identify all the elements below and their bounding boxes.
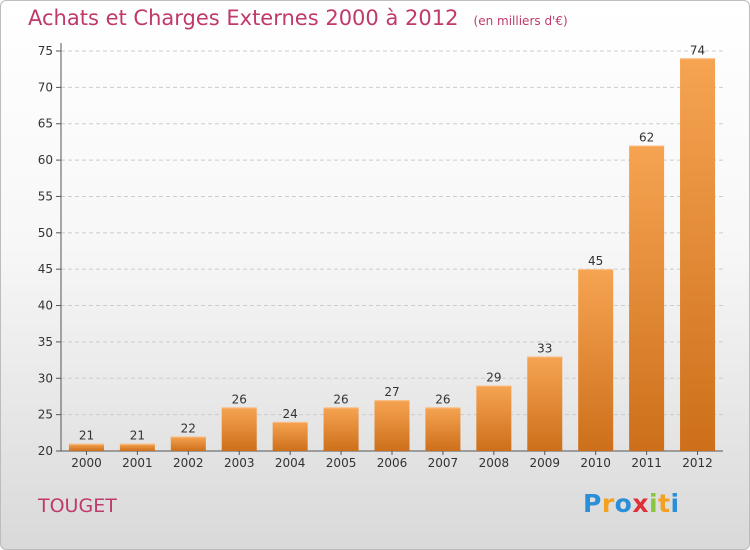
bar: [68, 443, 104, 451]
logo-letter: i: [670, 489, 680, 518]
axis-layer: 20 25 30 35 40 45 50 55 60 65 70 75: [38, 43, 723, 458]
x-tick-label: 2008: [479, 456, 510, 470]
value-label: 29: [486, 371, 501, 385]
logo-letter: r: [601, 489, 615, 518]
bar: [629, 145, 665, 451]
value-label: 27: [384, 385, 399, 399]
bar: [527, 356, 563, 451]
x-tick-label: 2002: [173, 456, 204, 470]
chart-title: Achats et Charges Externes 2000 à 2012 (…: [28, 6, 568, 30]
bar: [170, 436, 206, 451]
value-label: 21: [79, 429, 94, 443]
value-label: 26: [435, 392, 450, 406]
y-tick-label: 50: [38, 226, 53, 240]
x-tick-label: 2004: [275, 456, 306, 470]
y-tick-label: 20: [38, 444, 53, 458]
y-tick-label: 55: [38, 189, 53, 203]
bar: [323, 407, 359, 451]
bar: [374, 400, 410, 451]
y-tick-label: 65: [38, 117, 53, 131]
x-tick-label: 2011: [631, 456, 662, 470]
chart-unit-note: (en milliers d'€): [473, 14, 568, 28]
x-tick-label: 2005: [326, 456, 357, 470]
value-label: 26: [232, 392, 247, 406]
bar: [425, 407, 461, 451]
commune-name: TOUGET: [38, 495, 117, 517]
label-layer: 21 2000 21 2001 22 2002 26 2003 24 2004 26 2005 27 20…: [71, 43, 713, 470]
logo-letter: o: [614, 489, 633, 518]
logo-letter: P: [583, 489, 602, 518]
y-tick-label: 60: [38, 153, 53, 167]
value-label: 74: [690, 43, 705, 57]
logo-letter: i: [649, 489, 659, 518]
bar: [272, 421, 308, 451]
bar: [221, 407, 257, 451]
x-tick-label: 2007: [428, 456, 459, 470]
y-tick-label: 25: [38, 408, 53, 422]
bar-layer: [68, 58, 716, 451]
y-tick-label: 75: [38, 44, 53, 58]
y-tick-label: 45: [38, 262, 53, 276]
y-tick-label: 35: [38, 335, 53, 349]
bar: [680, 58, 716, 451]
x-tick-label: 2010: [580, 456, 611, 470]
bar: [578, 269, 614, 451]
value-label: 33: [537, 341, 552, 355]
proxiti-logo: Proxiti: [583, 489, 680, 518]
x-tick-label: 2009: [529, 456, 560, 470]
value-label: 24: [283, 407, 298, 421]
value-label: 45: [588, 254, 603, 268]
y-tick-label: 40: [38, 299, 53, 313]
x-tick-label: 2001: [122, 456, 153, 470]
x-tick-label: 2012: [682, 456, 713, 470]
x-tick-label: 2000: [71, 456, 102, 470]
chart-title-main: Achats et Charges Externes 2000 à 2012: [28, 6, 459, 30]
bar: [119, 443, 155, 451]
value-label: 26: [333, 392, 348, 406]
bar: [476, 385, 512, 451]
y-tick-label: 70: [38, 80, 53, 94]
x-tick-label: 2003: [224, 456, 255, 470]
y-tick-label: 30: [38, 371, 53, 385]
value-label: 21: [130, 429, 145, 443]
logo-letter: x: [632, 489, 649, 518]
x-tick-label: 2006: [377, 456, 408, 470]
value-label: 22: [181, 421, 196, 435]
value-label: 62: [639, 131, 654, 145]
logo-letter: t: [658, 489, 671, 518]
